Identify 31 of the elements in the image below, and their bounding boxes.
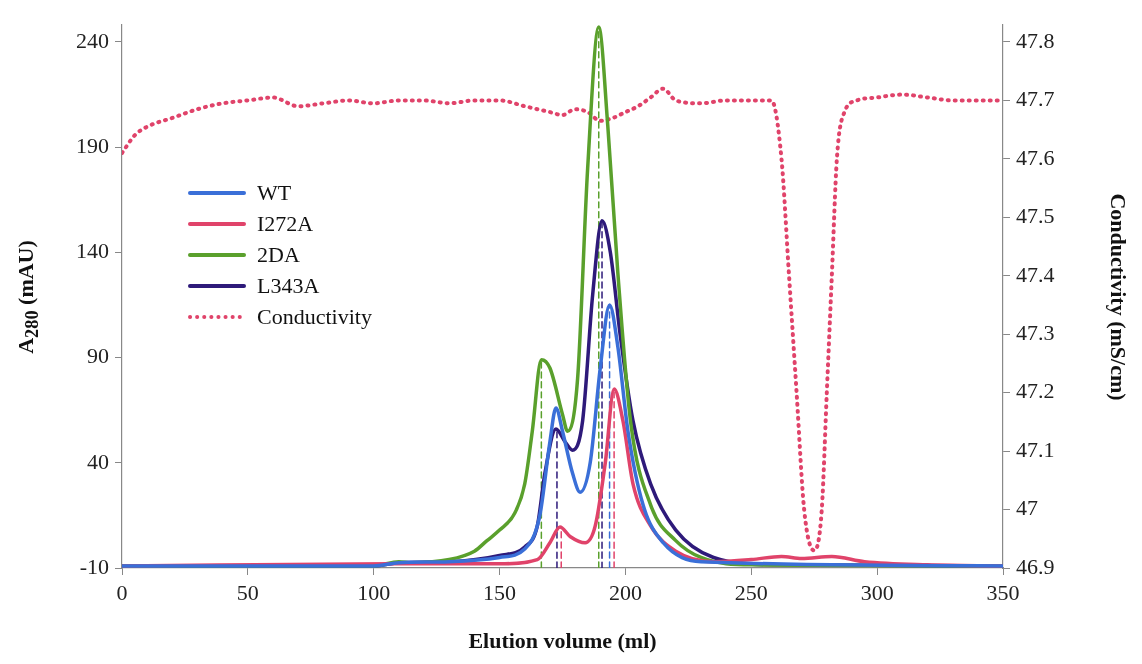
y-tick-label: 40 bbox=[87, 448, 109, 474]
y2-tick-label: 47.3 bbox=[1016, 319, 1055, 345]
x-tick-label: 0 bbox=[116, 579, 128, 605]
legend-label: Conductivity bbox=[257, 303, 372, 330]
y-tick-label: 90 bbox=[87, 343, 109, 369]
y2-axis-title: Conductivity (mS/cm) bbox=[1105, 192, 1131, 401]
y2-tick-label: 47.5 bbox=[1016, 203, 1055, 229]
y-tick-label: 140 bbox=[76, 238, 109, 264]
legend-label: WT bbox=[257, 179, 292, 206]
y2-tick-label: 46.9 bbox=[1016, 553, 1055, 579]
x-tick-label: 200 bbox=[608, 579, 642, 605]
legend-label: 2DA bbox=[257, 241, 300, 268]
legend-label: I272A bbox=[257, 210, 314, 237]
y2-tick-label: 47.7 bbox=[1016, 86, 1055, 112]
y-tick-label: -10 bbox=[79, 553, 109, 579]
x-tick-label: 150 bbox=[483, 579, 517, 605]
y2-tick-label: 47 bbox=[1016, 495, 1038, 521]
y-tick-label: 190 bbox=[76, 132, 109, 158]
x-tick-label: 100 bbox=[357, 579, 391, 605]
y-tick-label: 240 bbox=[76, 27, 109, 53]
legend-label: L343A bbox=[257, 272, 320, 299]
x-tick-label: 50 bbox=[236, 579, 259, 605]
y2-tick-label: 47.2 bbox=[1016, 378, 1055, 404]
x-tick-label: 300 bbox=[860, 579, 894, 605]
x-tick-label: 250 bbox=[734, 579, 768, 605]
x-axis-title: Elution volume (ml) bbox=[467, 628, 658, 654]
y2-tick-label: 47.8 bbox=[1016, 27, 1055, 53]
y2-tick-label: 47.4 bbox=[1016, 261, 1055, 287]
y2-tick-label: 47.6 bbox=[1016, 144, 1055, 170]
y2-tick-label: 47.1 bbox=[1016, 436, 1055, 462]
x-tick-label: 350 bbox=[986, 579, 1020, 605]
